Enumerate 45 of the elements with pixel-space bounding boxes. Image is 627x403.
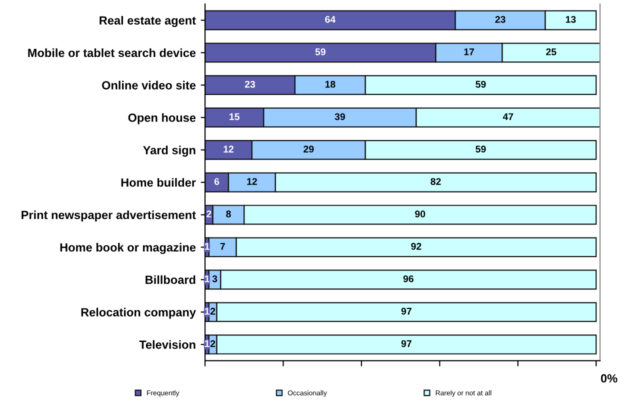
data-label: 29	[304, 146, 314, 153]
data-label: 97	[401, 340, 412, 348]
y-tick-label: Mobile or tablet search device	[28, 48, 196, 58]
data-label: 23	[244, 80, 256, 88]
data-label: 2	[210, 340, 216, 347]
data-label: 59	[315, 48, 326, 56]
data-label: 18	[325, 80, 336, 88]
data-label: 15	[230, 113, 240, 120]
data-label: 23	[495, 16, 506, 23]
data-label: 82	[430, 178, 441, 185]
y-tick-label: Open house	[128, 113, 196, 124]
data-label: 1	[204, 340, 210, 347]
data-label: 13	[566, 16, 576, 23]
y-tick-label: Yard sign	[143, 146, 196, 157]
y-tick-label: Online video site	[102, 80, 196, 90]
data-label: 92	[411, 242, 422, 250]
data-label: 64	[325, 16, 336, 23]
data-label: 59	[476, 146, 486, 153]
data-label: 1	[204, 308, 210, 315]
data-label: 12	[247, 178, 257, 185]
y-tick-label: Home builder	[121, 178, 196, 187]
data-label: 7	[220, 243, 225, 250]
data-label: 3	[212, 275, 218, 282]
data-label: 96	[403, 275, 414, 282]
data-label: 2	[206, 210, 212, 218]
data-label: 1	[204, 275, 210, 282]
text: 0%	[601, 374, 618, 383]
y-tick-label: Relocation company	[81, 308, 196, 319]
data-label: 47	[502, 113, 514, 120]
data-label: 97	[401, 308, 412, 315]
data-label: 1	[204, 243, 210, 250]
data-label: 2	[210, 308, 216, 315]
data-label: 12	[224, 146, 234, 152]
data-label: 59	[476, 80, 486, 88]
data-label: 6	[214, 178, 220, 185]
y-tick-label: Print newspaper advertisement	[22, 210, 196, 222]
data-label: 39	[334, 113, 346, 120]
y-tick-label: Home book or magazine	[60, 242, 196, 254]
data-label: 8	[226, 210, 231, 218]
data-label: 17	[464, 48, 474, 56]
data-label: 25	[546, 48, 556, 56]
y-tick-label: Billboard	[146, 275, 196, 284]
data-label: 90	[415, 210, 426, 218]
y-tick-label: Television	[139, 340, 196, 349]
y-tick-label: Real estate agent	[100, 16, 196, 28]
